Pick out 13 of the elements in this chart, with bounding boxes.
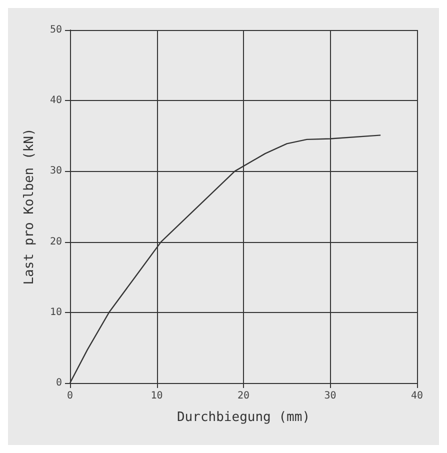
y-tick-label: 50 [50,24,62,36]
x-axis-title: Durchbiegung (mm) [176,410,310,425]
y-tick-label: 0 [56,378,62,388]
y-tick-label: 40 [50,95,62,106]
y-tick-label: 20 [50,236,62,248]
x-tick-label: 20 [237,390,250,402]
x-tick-label: 10 [150,390,163,402]
y-axis-title: Last pro Kolben (kN) [22,128,37,285]
y-tick-label: 30 [50,166,62,177]
y-tick-label: 10 [50,306,62,318]
x-tick-label: 0 [66,390,74,402]
x-tick-label: 40 [410,390,424,402]
x-tick-label: 30 [324,390,336,402]
